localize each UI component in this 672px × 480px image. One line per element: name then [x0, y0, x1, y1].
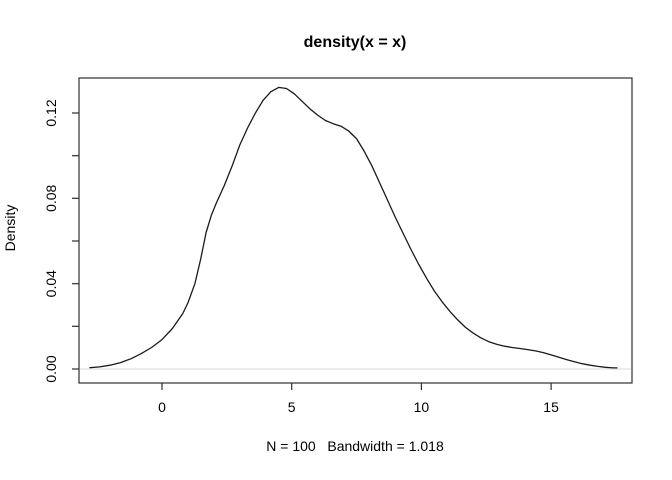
y-tick-label: 0.12 [43, 99, 59, 126]
plot-box [78, 77, 633, 384]
y-tick-label: 0.04 [43, 270, 59, 297]
x-tick-label: 0 [158, 399, 166, 415]
x-axis-ticks: 0 5 10 15 [158, 383, 559, 415]
y-axis-label: Density [2, 205, 18, 252]
y-tick-label: 0.08 [43, 184, 59, 211]
density-curve [89, 86, 618, 369]
plot-title: density(x = x) [304, 34, 407, 51]
y-axis-ticks: 0.00 0.04 0.08 0.12 [43, 99, 79, 383]
x-tick-label: 10 [414, 399, 430, 415]
x-tick-label: 5 [288, 399, 296, 415]
y-tick-label: 0.00 [43, 355, 59, 382]
x-tick-label: 15 [543, 399, 559, 415]
x-axis-label: N = 100 Bandwidth = 1.018 [266, 438, 444, 454]
